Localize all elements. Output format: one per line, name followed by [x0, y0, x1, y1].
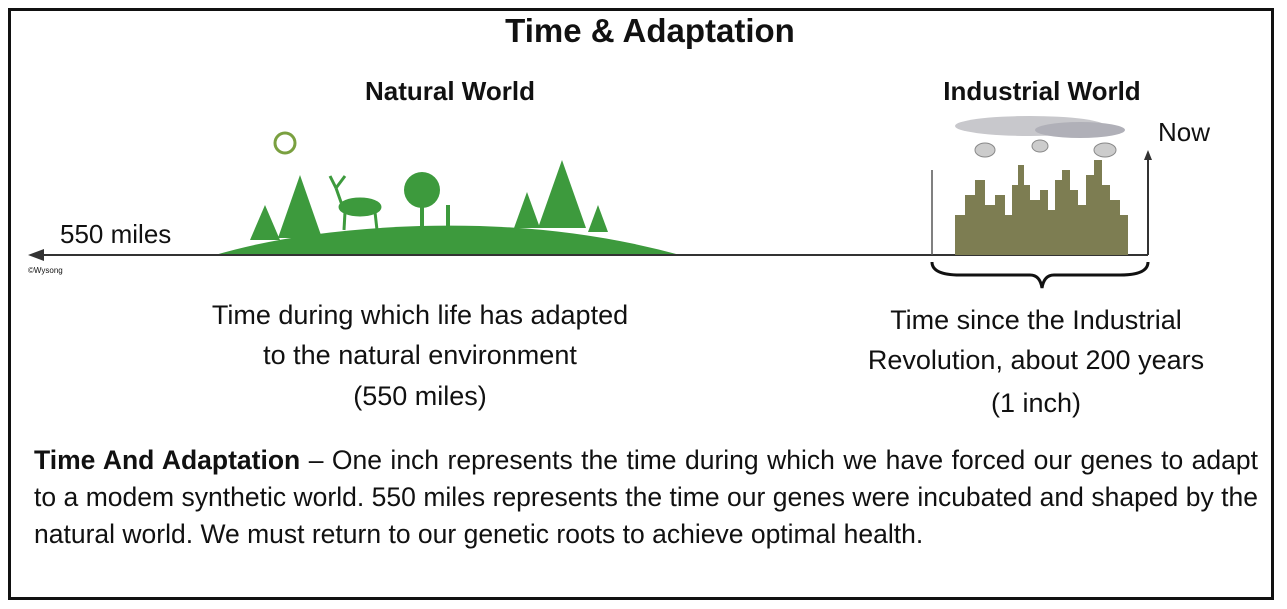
- diagram: Time & Adaptation Natural World Industri…: [0, 0, 1287, 440]
- caption-line: Revolution, about 200 years: [868, 345, 1204, 375]
- natural-label: Natural World: [365, 76, 535, 106]
- natural-scene: [215, 133, 680, 255]
- title: Time & Adaptation: [505, 12, 795, 49]
- footer-paragraph: Time And Adaptation – One inch represent…: [34, 442, 1258, 553]
- industrial-scene: [932, 116, 1152, 288]
- caption-line: to the natural environment: [263, 340, 577, 370]
- industrial-label: Industrial World: [943, 76, 1140, 106]
- caption-line: (1 inch): [991, 388, 1081, 418]
- caption-line: Time during which life has adapted: [212, 300, 628, 330]
- distance-label: 550 miles: [60, 219, 171, 249]
- footer-term: Time And Adaptation: [34, 445, 300, 475]
- page: Time & Adaptation Natural World Industri…: [0, 0, 1287, 609]
- caption-line: (550 miles): [353, 381, 487, 411]
- credit: ©Wysong: [28, 266, 63, 275]
- now-label: Now: [1158, 117, 1210, 147]
- caption-line: Time since the Industrial: [890, 305, 1182, 335]
- timeline-arrow: [28, 249, 44, 261]
